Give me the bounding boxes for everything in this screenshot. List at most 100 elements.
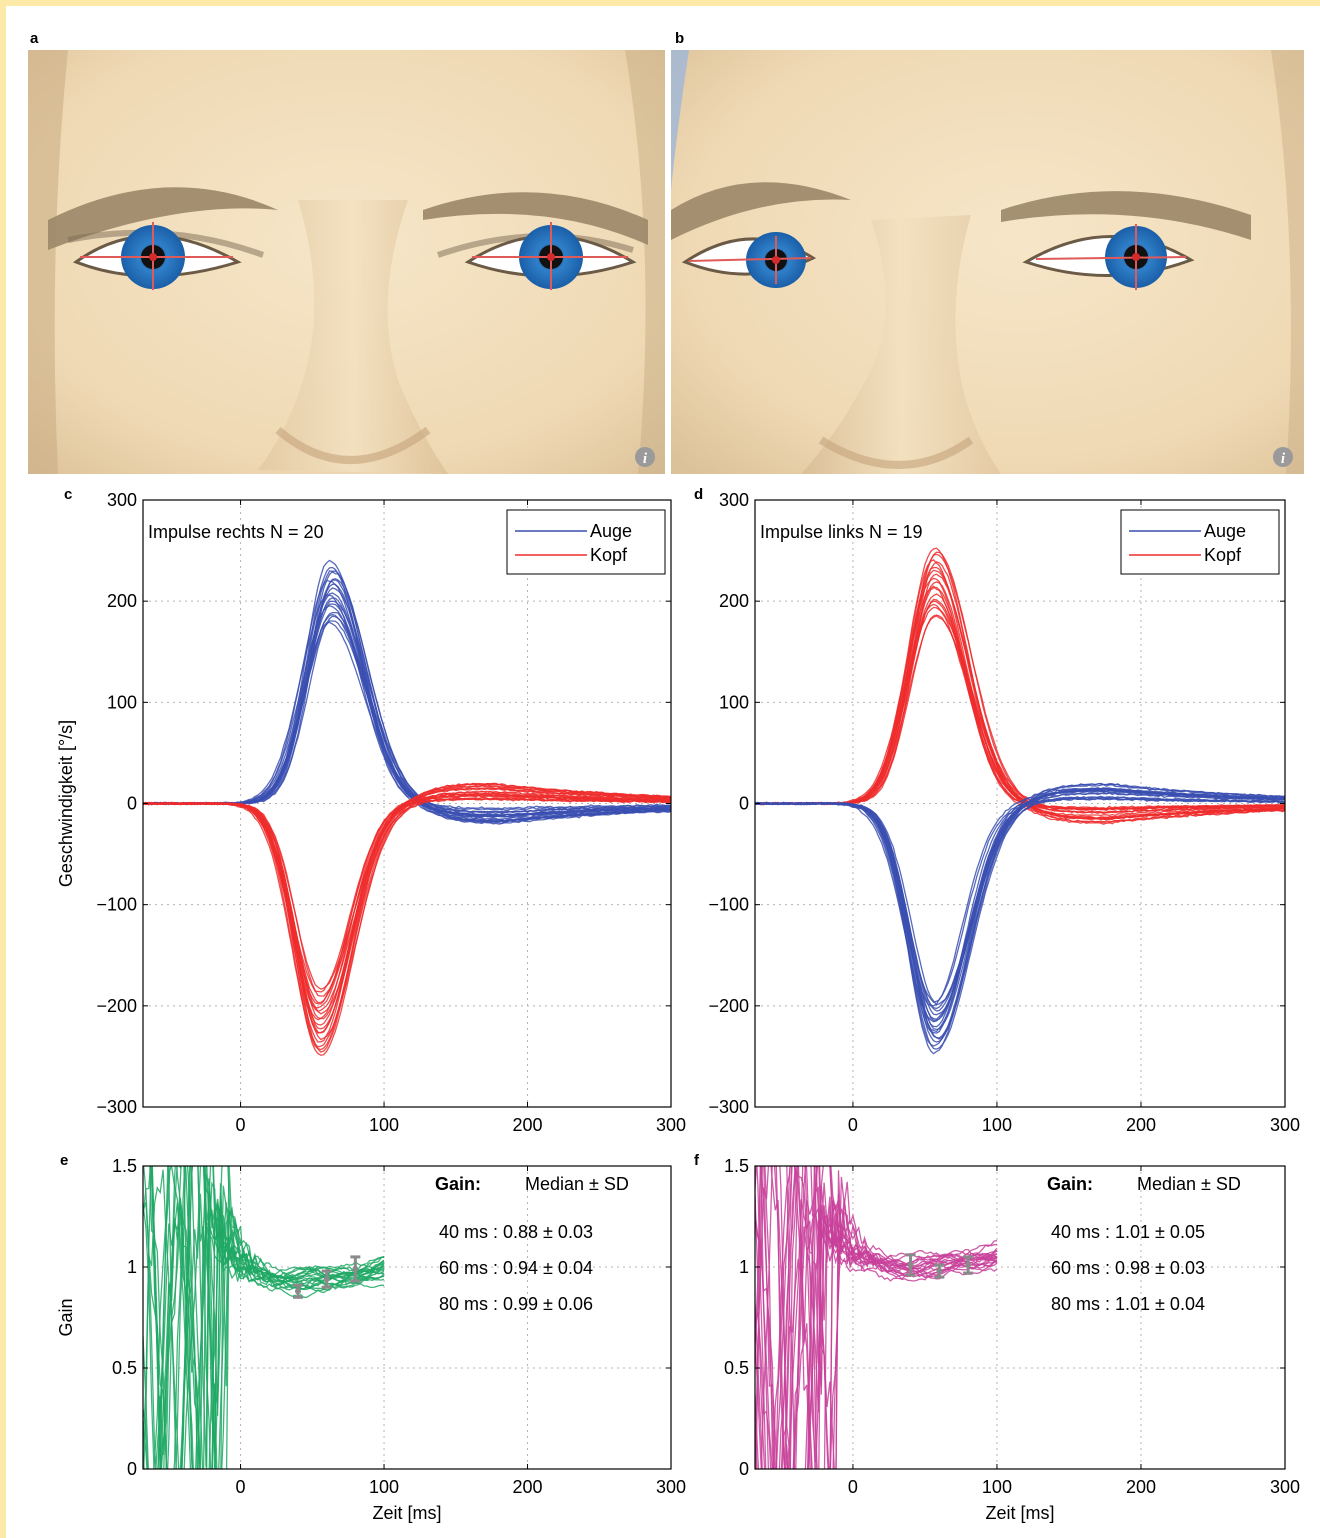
trace-kopf <box>143 790 671 990</box>
x-tick-label: 200 <box>1126 1477 1156 1497</box>
trace-auge <box>755 789 1285 1043</box>
trace-auge <box>143 579 671 817</box>
y-tick-label: 0 <box>739 794 749 814</box>
panel-label-c: c <box>64 486 73 503</box>
y-axis-label: Gain <box>56 1298 76 1336</box>
gain-trace <box>159 1166 385 1469</box>
trace-kopf <box>143 797 671 1056</box>
series-kopf <box>143 782 671 1056</box>
gain-title: Gain: <box>435 1174 481 1194</box>
info-icon[interactable]: i <box>635 447 655 467</box>
trace-auge <box>755 783 1285 1023</box>
trace-kopf <box>755 558 1285 810</box>
trace-kopf <box>143 788 671 1004</box>
trace-auge <box>755 796 1285 1028</box>
legend-label-auge: Auge <box>590 521 632 541</box>
trace-auge <box>755 791 1285 1016</box>
trace-kopf <box>755 606 1285 810</box>
trace-auge <box>755 796 1285 1022</box>
gain-trace <box>143 1166 385 1469</box>
legend: Auge Kopf <box>506 509 666 575</box>
figure-frame-left <box>0 0 6 1538</box>
y-tick-label: 100 <box>719 692 749 712</box>
trace-count-annotation: Impulse rechts N = 20 <box>148 522 324 542</box>
gain-trace <box>755 1166 998 1469</box>
y-tick-label: 1.5 <box>724 1156 749 1176</box>
series-auge <box>755 782 1285 1055</box>
face-render-straight: i <box>28 50 665 474</box>
trace-auge <box>755 789 1285 1055</box>
legend: Auge Kopf <box>1120 509 1280 575</box>
trace-auge <box>755 797 1285 1047</box>
y-tick-label: −200 <box>96 996 137 1016</box>
trace-kopf <box>143 782 671 1026</box>
x-tick-label: 100 <box>982 1115 1012 1135</box>
legend-label-auge: Auge <box>1204 521 1246 541</box>
y-tick-label: −300 <box>708 1097 749 1117</box>
y-tick-label: 200 <box>107 591 137 611</box>
panel-label-d: d <box>694 486 704 503</box>
series-kopf <box>755 547 1285 825</box>
svg-text:i: i <box>1281 451 1286 467</box>
trace-kopf <box>755 603 1285 814</box>
gain-trace <box>755 1166 998 1469</box>
trace-kopf <box>143 786 671 1021</box>
panel-label-b: b <box>675 30 685 47</box>
x-axis-label: Zeit [ms] <box>372 1503 441 1523</box>
face-render-rotated: i <box>671 50 1304 474</box>
gain-row-0: 40 ms : 0.88 ± 0.03 <box>439 1222 593 1242</box>
trace-kopf <box>143 797 671 993</box>
y-tick-label: 0 <box>127 1459 137 1479</box>
y-tick-label: 300 <box>719 490 749 510</box>
panel-label-e: e <box>60 1152 69 1169</box>
trace-auge <box>755 788 1285 1006</box>
trace-kopf <box>755 614 1285 823</box>
y-tick-label: −300 <box>96 1097 137 1117</box>
trace-kopf <box>755 551 1285 811</box>
x-tick-label: 0 <box>848 1115 858 1135</box>
errorbar-median <box>907 1261 914 1268</box>
trace-kopf <box>143 785 671 1051</box>
face-image-b: i <box>671 50 1304 474</box>
info-icon[interactable]: i <box>1273 447 1293 467</box>
trace-kopf <box>143 792 671 1005</box>
y-tick-label: 0.5 <box>724 1358 749 1378</box>
trace-kopf <box>143 790 671 1041</box>
gain-trace <box>163 1166 385 1469</box>
trace-auge <box>143 570 671 814</box>
trace-auge <box>755 795 1285 1039</box>
panel-label-a: a <box>30 30 39 47</box>
x-tick-label: 300 <box>1270 1477 1300 1497</box>
panel-label-f: f <box>694 1152 699 1169</box>
x-tick-label: 300 <box>656 1115 686 1135</box>
trace-auge <box>755 789 1285 1033</box>
trace-kopf <box>143 792 671 1020</box>
gain-trace <box>143 1205 385 1469</box>
gain-errorbars <box>905 1253 974 1279</box>
x-tick-label: 200 <box>512 1115 542 1135</box>
trace-kopf <box>755 569 1285 820</box>
trace-auge <box>755 792 1285 1050</box>
trace-auge <box>143 621 671 810</box>
trace-auge <box>755 787 1285 1020</box>
trace-kopf <box>755 573 1285 820</box>
gain-row-2: 80 ms : 1.01 ± 0.04 <box>1051 1294 1205 1314</box>
gain-chart-f: 0 100 200 300 0 0.5 1 1.5 Zeit [ms] Gain: Median ±… <box>724 1156 1300 1523</box>
legend-label-kopf: Kopf <box>1204 545 1242 565</box>
y-tick-label: 0.5 <box>112 1358 137 1378</box>
gain-header: Median ± SD <box>1137 1174 1241 1194</box>
trace-kopf <box>755 598 1285 815</box>
gain-chart-e: 0 100 200 300 0 0.5 1 1.5 Zeit [ms] Gain Gain: Medi… <box>56 1156 686 1523</box>
gain-trace <box>151 1166 385 1469</box>
trace-auge <box>143 559 671 818</box>
trace-kopf <box>143 782 671 1013</box>
gain-errorbars <box>292 1255 361 1299</box>
velocity-chart-c: 0 100 200 300 −300 −200 −100 0 100 200 300 Geschwin… <box>56 490 686 1135</box>
trace-kopf <box>755 615 1285 814</box>
y-tick-label: 1 <box>739 1257 749 1277</box>
trace-auge <box>755 787 1285 1012</box>
trace-kopf <box>143 784 671 1043</box>
series-auge <box>143 559 671 825</box>
gain-traces <box>755 1166 998 1469</box>
x-tick-label: 100 <box>369 1115 399 1135</box>
